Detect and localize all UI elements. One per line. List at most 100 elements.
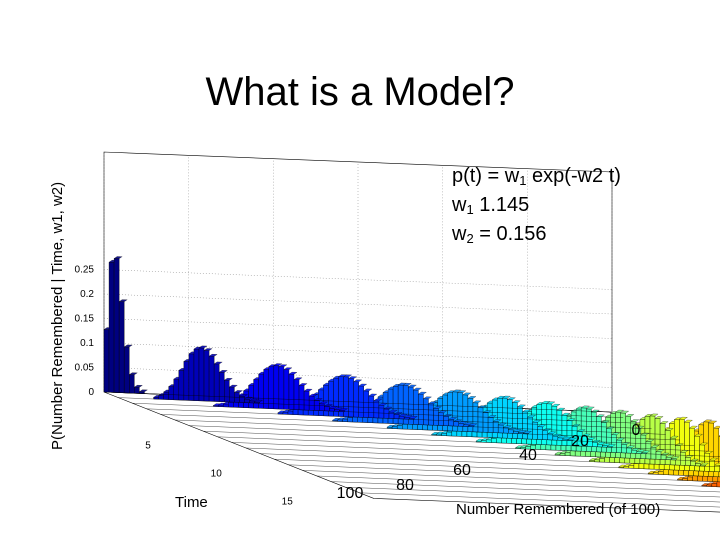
- histogram-bar: [249, 400, 255, 404]
- histogram-bar: [188, 353, 195, 401]
- histogram-bar: [108, 261, 115, 393]
- slice-floor-line: [331, 481, 720, 498]
- histogram-bar: [278, 366, 285, 410]
- histogram-bar: [303, 390, 310, 411]
- histogram-bar-top: [203, 348, 213, 351]
- histogram-bar-top: [303, 388, 313, 392]
- slice-floor-line: [203, 431, 709, 452]
- histogram-bar: [645, 441, 652, 460]
- histogram-bar-top: [674, 443, 684, 446]
- histogram-bar-top: [501, 395, 511, 399]
- histogram-bar: [680, 451, 686, 466]
- histogram-bar-top: [123, 344, 133, 348]
- histogram-bar: [244, 398, 250, 404]
- histogram-bar: [446, 431, 452, 437]
- histogram-bar-top: [363, 388, 373, 392]
- histogram-bar: [129, 374, 135, 394]
- histogram-bar: [690, 460, 696, 467]
- histogram-bar: [248, 385, 254, 409]
- histogram-bar-top: [353, 379, 363, 383]
- model-formula: p(t) = w1 exp(-w2 t) w1 1.145 w2 = 0.156: [452, 164, 621, 251]
- formula-3-sub: 2: [466, 231, 474, 246]
- histogram-bar: [388, 411, 395, 419]
- histogram-bar: [308, 395, 315, 411]
- histogram-bar: [203, 350, 210, 402]
- histogram-bar: [287, 410, 294, 415]
- histogram-slice: [103, 256, 610, 413]
- chart-grid: 0 0.05 0.1 0.15 0.2 0.25: [75, 151, 720, 513]
- histogram-bar: [378, 404, 385, 419]
- slice-floor-line: [345, 487, 720, 503]
- histogram-bar-top: [606, 444, 616, 447]
- histogram-bar-top: [468, 423, 478, 426]
- histogram-bar: [228, 401, 234, 408]
- histogram-bar-top: [581, 433, 591, 437]
- histogram-bar-top: [283, 367, 293, 370]
- histogram-bar-top: [249, 398, 259, 402]
- formula-2-suffix: 1.145: [473, 194, 530, 216]
- histogram-bar-top: [388, 409, 398, 413]
- formula-2-sub: 1: [466, 202, 474, 217]
- histogram-bar: [134, 386, 140, 394]
- histogram-bar-top: [700, 462, 710, 466]
- histogram-bar: [183, 361, 190, 401]
- histogram-bar: [628, 465, 635, 469]
- histogram-slice: [174, 389, 681, 441]
- histogram-bar: [663, 469, 669, 476]
- histogram-bar: [347, 417, 353, 423]
- histogram-bar-top: [688, 425, 698, 429]
- histogram-bar-top: [591, 440, 601, 443]
- histogram-bar: [438, 412, 444, 426]
- slide-title: What is a Model?: [205, 70, 515, 114]
- histogram-bar: [402, 423, 408, 430]
- formula-line-2: w1 1.145: [452, 193, 621, 222]
- histogram-bar-top: [516, 404, 526, 408]
- histogram-bar-top: [537, 424, 547, 428]
- histogram-bar-top: [238, 394, 248, 397]
- histogram-bar-top: [547, 431, 557, 435]
- histogram-bar-top: [567, 437, 577, 441]
- histogram-bar-top: [659, 421, 669, 424]
- chart-bars: [103, 256, 720, 508]
- histogram-bar: [631, 449, 637, 454]
- histogram-bar-top: [694, 433, 704, 437]
- formula-1-prefix: p(t) = w: [452, 165, 520, 187]
- histogram-bar-top: [233, 390, 243, 393]
- number-tick-label: 80: [396, 477, 414, 494]
- histogram-bar: [616, 439, 622, 454]
- number-tick-label: 0: [632, 422, 641, 439]
- histogram-bar: [658, 471, 664, 475]
- formula-line-3: w2 = 0.156: [452, 222, 621, 251]
- histogram-bar: [682, 478, 688, 481]
- histogram-bar-top: [665, 454, 675, 458]
- histogram-bar-top: [422, 396, 432, 400]
- formula-1-sub: 1: [519, 173, 527, 188]
- histogram-bar: [253, 379, 259, 409]
- histogram-bar-top: [511, 400, 521, 403]
- y-axis-label: Number Remembered (of 100): [456, 501, 660, 518]
- histogram-bar: [687, 476, 693, 482]
- histogram-bar: [224, 379, 230, 403]
- histogram-bar-top: [368, 393, 378, 397]
- histogram-bar: [660, 454, 667, 460]
- histogram-bar: [714, 464, 720, 473]
- histogram-bar: [557, 437, 564, 441]
- z-gridline: [103, 293, 613, 315]
- histogram-bar: [368, 395, 375, 419]
- histogram-bar: [123, 346, 130, 394]
- histogram-bar: [685, 457, 691, 466]
- histogram-bar-top: [709, 457, 719, 461]
- histogram-bar-top: [522, 430, 532, 434]
- histogram-bar-top: [492, 419, 502, 422]
- histogram-bar: [665, 456, 672, 461]
- histogram-bar-top: [585, 406, 595, 410]
- histogram-bar-top: [348, 376, 358, 379]
- histogram-bar-top: [208, 354, 218, 357]
- histogram-bar: [229, 386, 235, 403]
- histogram-bar-top: [412, 387, 422, 391]
- histogram-bar-top: [288, 371, 298, 375]
- histogram-bar-top: [611, 432, 621, 436]
- histogram-bar-top: [649, 413, 659, 417]
- time-tick-label: 15: [282, 496, 294, 507]
- histogram-bar-top: [457, 390, 467, 393]
